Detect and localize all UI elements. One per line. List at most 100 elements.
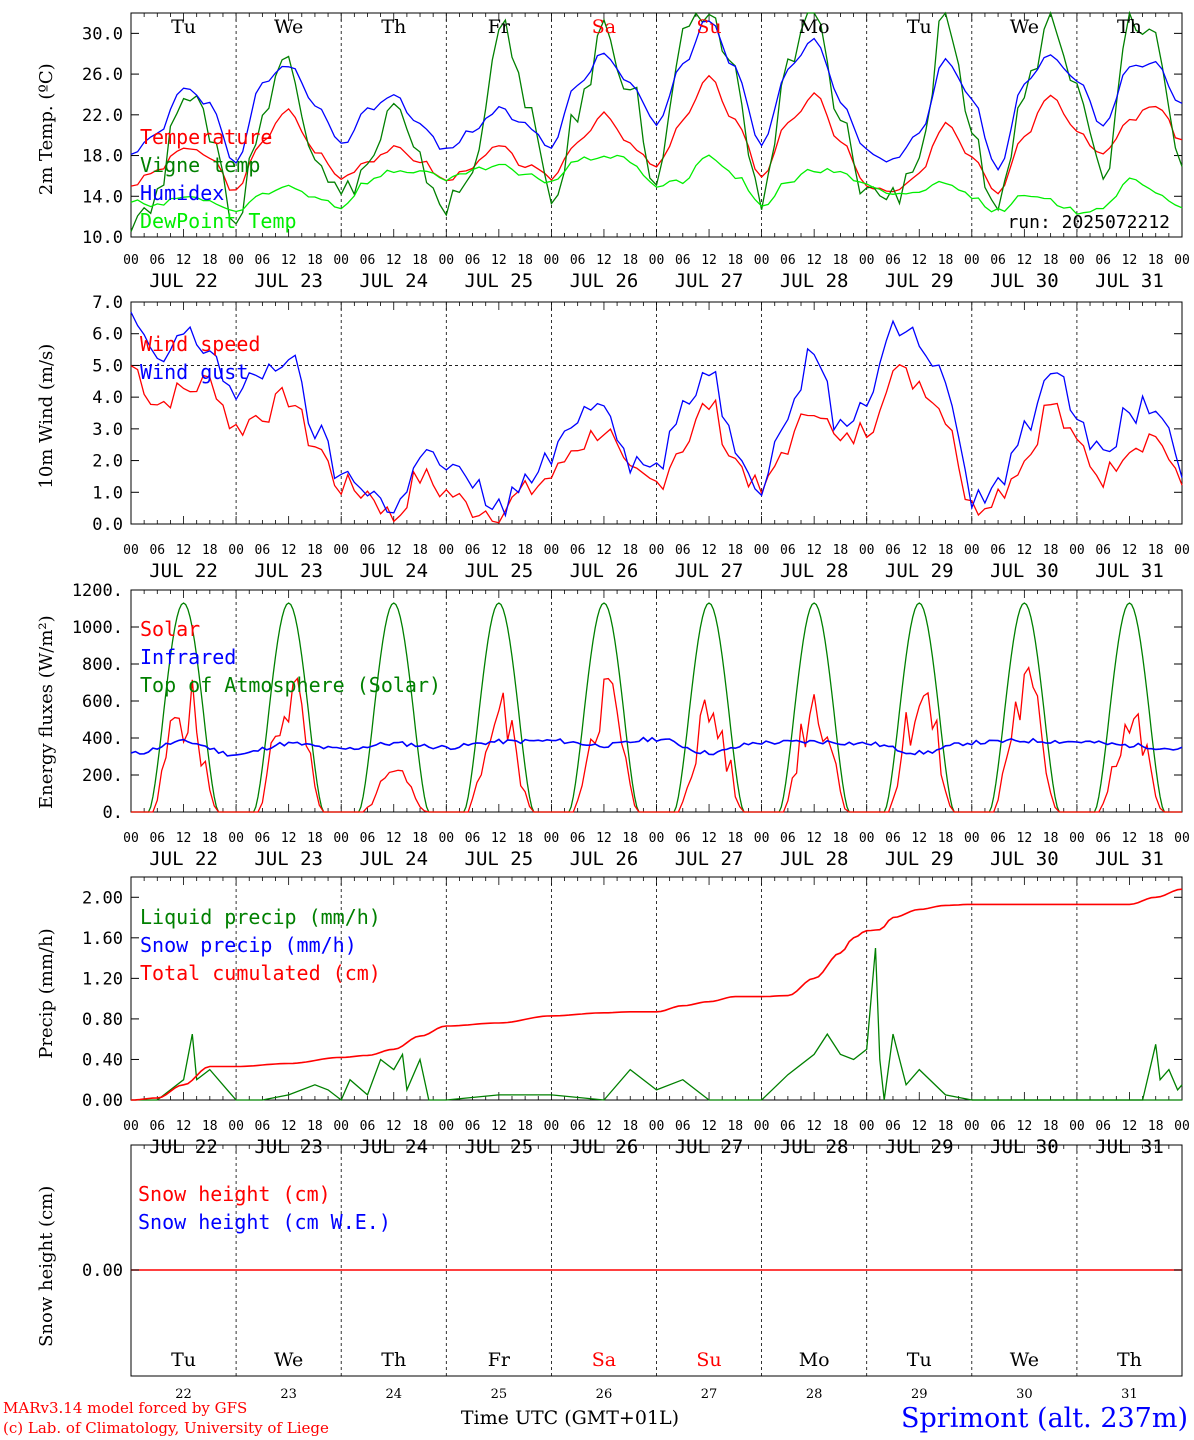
hour-tick-label: 18	[1148, 253, 1164, 268]
y-tick-label: 30.0	[82, 24, 123, 44]
hour-tick-label: 06	[149, 253, 165, 268]
legend-label: Snow precip (mm/h)	[140, 933, 357, 957]
hour-tick-label: 06	[885, 253, 901, 268]
y-axis-title: Energy fluxes (W/m²)	[36, 615, 57, 809]
date-label: JUL 23	[254, 560, 323, 582]
legend-label: Infrared	[140, 645, 236, 669]
hour-tick-label: 12	[596, 253, 612, 268]
hour-tick-label: 18	[938, 253, 954, 268]
legend-label: Top of Atmosphere (Solar)	[140, 673, 441, 697]
hour-tick-label: 12	[701, 543, 717, 558]
hour-tick-label: 12	[281, 543, 297, 558]
legend-label: Solar	[140, 617, 200, 641]
y-tick-label: 0.80	[82, 1010, 123, 1030]
hour-tick-label: 18	[202, 543, 218, 558]
hour-tick-label: 18	[307, 1119, 323, 1134]
y-tick-label: 10.0	[82, 228, 123, 248]
date-label: JUL 24	[359, 270, 428, 292]
hour-tick-label: 06	[780, 1119, 796, 1134]
legend-label: Wind gust	[140, 360, 248, 384]
hour-tick-label: 00	[438, 543, 454, 558]
hour-tick-label: 18	[1043, 1119, 1059, 1134]
hour-tick-label: 06	[360, 831, 376, 846]
hour-tick-label: 12	[491, 253, 507, 268]
day-number-label: 26	[596, 1387, 613, 1402]
legend-label: Temperature	[140, 125, 272, 149]
date-label: JUL 29	[885, 848, 954, 870]
hour-tick-label: 18	[1148, 1119, 1164, 1134]
weekday-label: Su	[696, 1349, 721, 1371]
date-label: JUL 25	[465, 270, 534, 292]
hour-tick-label: 18	[938, 831, 954, 846]
legend-label: Humidex	[140, 181, 224, 205]
hour-tick-label: 00	[1174, 543, 1190, 558]
hour-tick-label: 06	[255, 253, 271, 268]
hour-tick-label: 12	[386, 253, 402, 268]
hour-tick-label: 12	[1122, 253, 1138, 268]
y-tick-label: 0.0	[92, 515, 123, 535]
legend-label: Snow height (cm W.E.)	[138, 1210, 391, 1234]
hour-tick-label: 12	[911, 831, 927, 846]
weekday-label: Tu	[171, 1349, 196, 1371]
hour-tick-label: 06	[990, 543, 1006, 558]
hour-tick-label: 12	[386, 831, 402, 846]
y-tick-label: 4.0	[92, 388, 123, 408]
hour-tick-label: 12	[806, 543, 822, 558]
credit-line: (c) Lab. of Climatology, University of L…	[3, 1419, 329, 1437]
y-tick-label: 26.0	[82, 65, 123, 85]
hour-tick-label: 00	[333, 1119, 349, 1134]
date-label: JUL 24	[359, 848, 428, 870]
hour-tick-label: 12	[701, 253, 717, 268]
date-label: JUL 22	[149, 270, 218, 292]
hour-tick-label: 18	[1148, 831, 1164, 846]
day-number-label: 25	[491, 1387, 508, 1402]
day-number-label: 28	[806, 1387, 823, 1402]
hour-tick-label: 06	[1095, 253, 1111, 268]
hour-tick-label: 06	[149, 543, 165, 558]
hour-tick-label: 00	[964, 543, 980, 558]
y-tick-label: 600.	[82, 692, 123, 712]
hour-tick-label: 18	[727, 543, 743, 558]
hour-tick-label: 00	[544, 253, 560, 268]
hour-tick-label: 06	[780, 253, 796, 268]
hour-tick-label: 12	[386, 1119, 402, 1134]
hour-tick-label: 18	[622, 831, 638, 846]
day-number-label: 22	[175, 1387, 192, 1402]
hour-tick-label: 12	[176, 1119, 192, 1134]
weekday-label: Sa	[592, 16, 616, 38]
station-label: Sprimont (alt. 237m)	[901, 1403, 1188, 1434]
legend-label: Liquid precip (mm/h)	[140, 905, 381, 929]
hour-tick-label: 12	[281, 831, 297, 846]
weekday-label: We	[1010, 1349, 1039, 1371]
weekday-label: Tu	[907, 16, 932, 38]
hour-tick-label: 12	[596, 1119, 612, 1134]
date-label: JUL 28	[780, 848, 849, 870]
date-label: JUL 25	[465, 848, 534, 870]
weekday-label: Fr	[488, 1349, 511, 1371]
hour-tick-label: 00	[1069, 1119, 1085, 1134]
weekday-label: Su	[696, 16, 721, 38]
weekday-label: Tu	[171, 16, 196, 38]
hour-tick-label: 06	[990, 1119, 1006, 1134]
date-label: JUL 26	[570, 270, 639, 292]
day-number-label: 23	[280, 1387, 297, 1402]
date-label: JUL 22	[149, 560, 218, 582]
hour-tick-label: 18	[307, 253, 323, 268]
hour-tick-label: 06	[465, 253, 481, 268]
hour-tick-label: 00	[1069, 543, 1085, 558]
y-tick-label: 1.0	[92, 483, 123, 503]
hour-tick-label: 12	[386, 543, 402, 558]
weekday-label: We	[1010, 16, 1039, 38]
hour-tick-label: 18	[202, 1119, 218, 1134]
y-tick-label: 1.20	[82, 969, 123, 989]
weekday-label: Th	[1117, 16, 1142, 38]
hour-tick-label: 06	[885, 831, 901, 846]
hour-tick-label: 12	[1122, 1119, 1138, 1134]
hour-tick-label: 06	[1095, 831, 1111, 846]
hour-tick-label: 00	[123, 1119, 139, 1134]
hour-tick-label: 06	[675, 1119, 691, 1134]
series-line-infrared	[130, 736, 1183, 757]
date-label: JUL 25	[465, 560, 534, 582]
hour-tick-label: 00	[228, 1119, 244, 1134]
date-label: JUL 30	[990, 848, 1059, 870]
